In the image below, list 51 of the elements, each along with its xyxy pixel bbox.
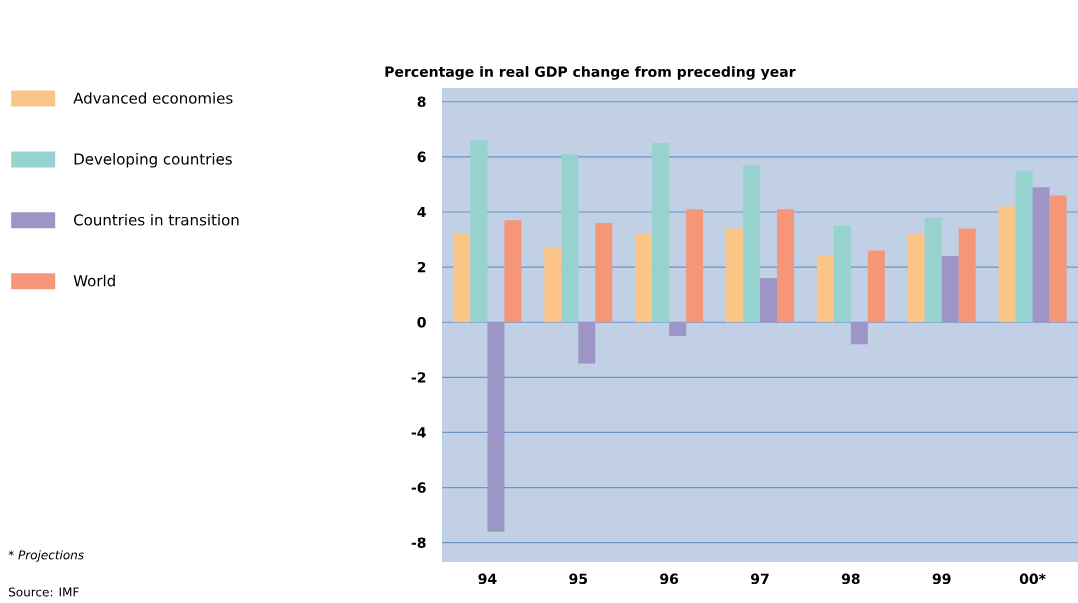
- bar: [504, 220, 522, 323]
- bar: [686, 209, 704, 323]
- y-tick-label: 4: [417, 206, 426, 218]
- legend-label: Countries in transition: [74, 213, 239, 226]
- bar: [635, 234, 653, 323]
- bar: [850, 322, 868, 345]
- y-tick-label: 8: [417, 96, 426, 108]
- x-tick-label: 98: [841, 573, 860, 585]
- x-tick-label: 95: [569, 573, 588, 585]
- legend-label: Developing countries: [74, 153, 232, 168]
- bar: [833, 225, 851, 323]
- bar: [998, 206, 1016, 323]
- bar: [777, 209, 795, 323]
- y-tick-label: 2: [417, 261, 426, 273]
- y-tick-label: -4: [411, 427, 426, 438]
- bar: [1015, 170, 1033, 323]
- bar: [743, 165, 760, 323]
- bar: [487, 322, 505, 532]
- bar: [941, 256, 959, 323]
- legend-label: Advanced economies: [73, 92, 233, 104]
- bar: [470, 140, 488, 323]
- bar: [958, 228, 976, 323]
- source-note: Source: IMF: [9, 587, 79, 597]
- x-tick-label: 94: [478, 573, 497, 585]
- y-tick-label: -8: [411, 537, 426, 548]
- x-tick-label: 00*: [1019, 573, 1046, 585]
- bar: [1032, 187, 1050, 323]
- legend-label: World: [73, 274, 115, 287]
- bar: [453, 234, 471, 323]
- text: * Projections: [8, 550, 84, 562]
- y-tick-label: -2: [411, 372, 426, 383]
- y-tick-label: 6: [417, 151, 426, 163]
- bar: [652, 143, 670, 323]
- bar: [578, 322, 596, 364]
- y-tick-label: 0: [417, 316, 426, 328]
- bar: [669, 322, 687, 337]
- bar: [1049, 195, 1067, 323]
- bar: [816, 256, 834, 323]
- bar: [726, 228, 743, 323]
- chart-title: Percentage in real GDP change from preceding year: [385, 66, 796, 80]
- x-tick-label: 96: [660, 573, 679, 585]
- y-tick-label: -6: [411, 482, 426, 493]
- x-tick-label: 99: [932, 573, 951, 585]
- bar: [924, 217, 942, 323]
- bar: [595, 223, 613, 323]
- bar: [907, 234, 925, 323]
- bar: [867, 250, 885, 323]
- bar: [544, 247, 562, 323]
- bar: [760, 278, 778, 323]
- bar: [561, 154, 579, 323]
- x-tick-label: 97: [750, 573, 769, 585]
